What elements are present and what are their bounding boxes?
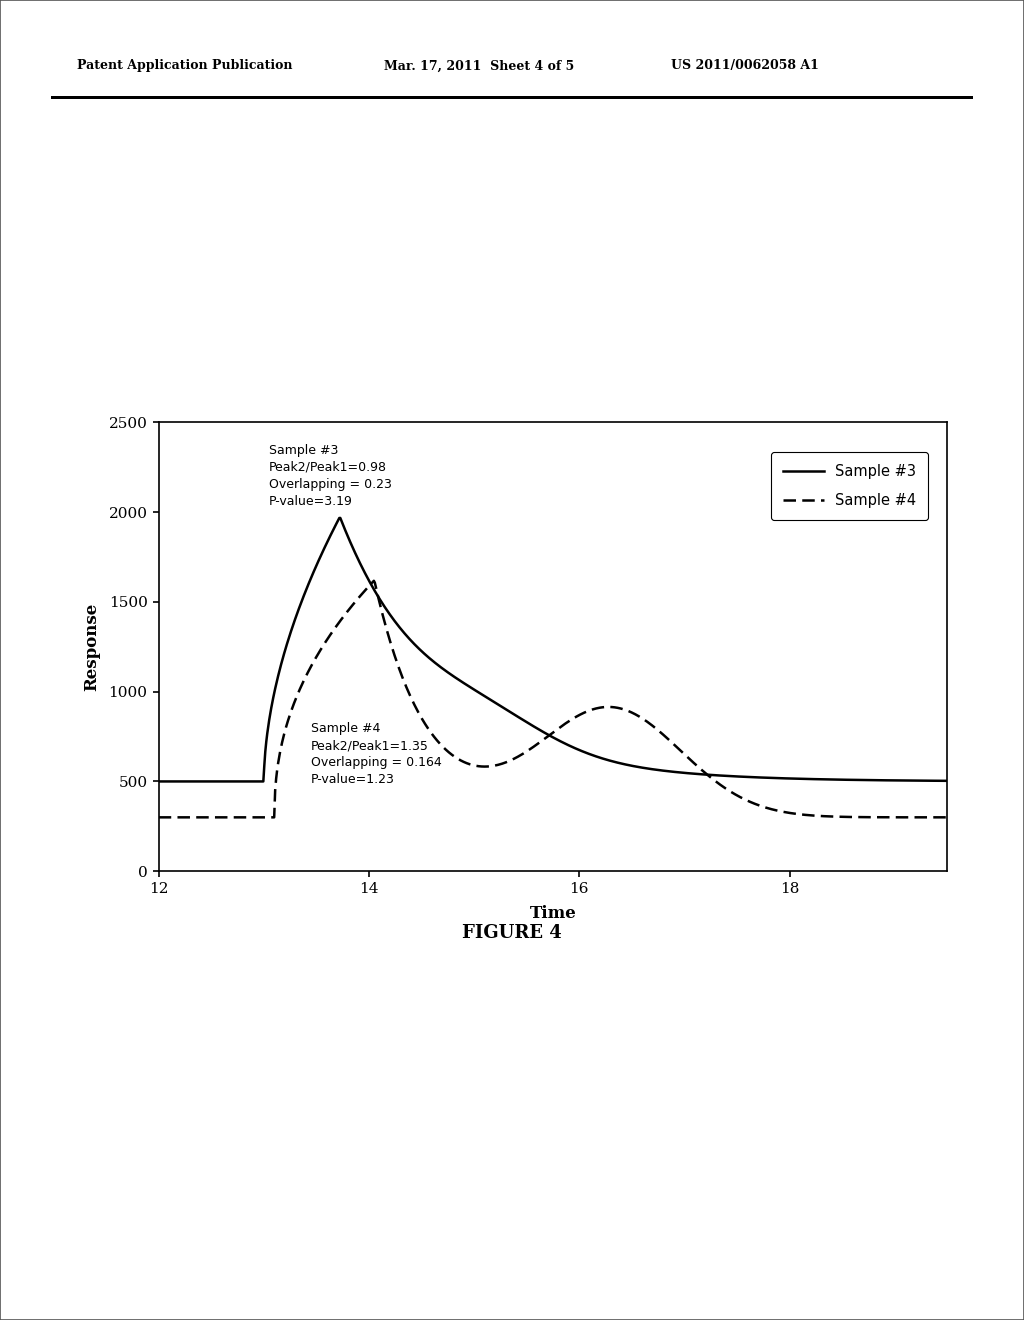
Sample #3: [611, 755, 624, 771]
Sample #4: [201, 809, 213, 825]
Text: US 2011/0062058 A1: US 2011/0062058 A1: [671, 59, 818, 73]
Line: Sample #3: Sample #3: [159, 517, 947, 781]
Text: Sample #4
Peak2/Peak1=1.35
Overlapping = 0.164
P-value=1.23: Sample #4 Peak2/Peak1=1.35 Overlapping =…: [311, 722, 442, 787]
Sample #4: [655, 726, 668, 742]
Sample #4: [941, 809, 953, 825]
Sample #3: [632, 759, 644, 775]
Text: Mar. 17, 2011  Sheet 4 of 5: Mar. 17, 2011 Sheet 4 of 5: [384, 59, 574, 73]
Sample #4: [153, 809, 165, 825]
Text: FIGURE 4: FIGURE 4: [462, 924, 562, 942]
Legend: Sample #3, Sample #4: Sample #3, Sample #4: [771, 453, 928, 520]
Sample #4: [632, 708, 644, 723]
Line: Sample #4: Sample #4: [159, 581, 947, 817]
Sample #3: [153, 774, 165, 789]
Y-axis label: Response: Response: [83, 603, 100, 690]
Sample #3: [334, 510, 346, 525]
Sample #4: [611, 700, 624, 715]
Sample #3: [201, 774, 213, 789]
Sample #3: [752, 770, 764, 785]
Text: Patent Application Publication: Patent Application Publication: [77, 59, 292, 73]
Sample #4: [752, 797, 764, 813]
Sample #3: [833, 772, 845, 788]
X-axis label: Time: Time: [529, 904, 577, 921]
Sample #4: [368, 573, 380, 589]
Sample #3: [941, 774, 953, 789]
Text: Sample #3
Peak2/Peak1=0.98
Overlapping = 0.23
P-value=3.19: Sample #3 Peak2/Peak1=0.98 Overlapping =…: [269, 444, 392, 508]
Sample #3: [655, 763, 668, 779]
Sample #4: [833, 809, 845, 825]
